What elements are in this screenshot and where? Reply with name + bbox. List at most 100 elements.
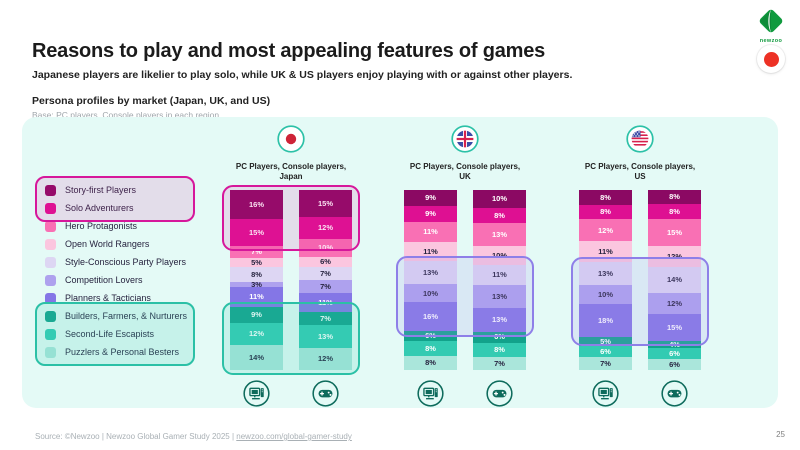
bar-segment: 11% bbox=[473, 264, 526, 285]
market-group-japan: PC Players, Console players, Japan 16% 15% 7… bbox=[206, 125, 376, 407]
bar-segment: 6% bbox=[473, 331, 526, 343]
bar-column-uk-console: 10% 8% 13% 10% 11% 13% 13% 6% 8% 7% bbox=[473, 190, 526, 370]
bar-segment: 11% bbox=[299, 292, 352, 313]
bar-segment: 13% bbox=[473, 222, 526, 247]
bar-segment: 13% bbox=[404, 261, 457, 285]
bar-segment: 7% bbox=[473, 357, 526, 370]
legend-label: Planners & Tacticians bbox=[65, 293, 151, 303]
platform-icons-us bbox=[555, 380, 725, 407]
bar-segment: 6% bbox=[404, 330, 457, 342]
japan-flag-icon bbox=[277, 125, 305, 153]
bar-segment: 18% bbox=[579, 303, 632, 337]
bar-segment: 10% bbox=[299, 238, 352, 257]
gamepad-icon bbox=[661, 380, 688, 407]
legend-item-competition-lovers: Competition Lovers bbox=[45, 271, 143, 289]
bar-segment: 6% bbox=[648, 359, 701, 370]
bar-column-uk-pc: 9% 9% 11% 11% 13% 10% 16% 6% 8% 8% bbox=[404, 190, 457, 370]
legend-item-hero-protagonists: Hero Protagonists bbox=[45, 217, 137, 235]
bar-segment: 11% bbox=[230, 287, 283, 307]
legend-item-solo-adventurers: Solo Adventurers bbox=[45, 199, 134, 217]
uk-flag-icon bbox=[451, 125, 479, 153]
legend-swatch bbox=[45, 274, 56, 286]
bar-segment: 14% bbox=[648, 267, 701, 293]
legend-label: Competition Lovers bbox=[65, 275, 143, 285]
bar-segment: 14% bbox=[230, 344, 283, 370]
bar-segment: 7% bbox=[299, 279, 352, 293]
bar-segment: 8% bbox=[404, 341, 457, 356]
platform-icons-uk bbox=[380, 380, 550, 407]
source-link[interactable]: newzoo.com/global-gamer-study bbox=[236, 432, 352, 441]
legend-label: Style-Conscious Party Players bbox=[65, 257, 187, 267]
market-group-us: PC Players, Console players, US 8% 8% 12% 11%… bbox=[555, 125, 725, 407]
legend-swatch bbox=[45, 238, 56, 250]
bar-segment: 12% bbox=[299, 348, 352, 370]
newzoo-logo: newzoo bbox=[749, 8, 793, 45]
bar-segment: 7% bbox=[299, 267, 352, 280]
gamepad-icon bbox=[312, 380, 339, 407]
bar-segment: 8% bbox=[648, 190, 701, 205]
bar-segment: 12% bbox=[299, 217, 352, 239]
desktop-icon bbox=[417, 380, 444, 407]
bar-segment: 12% bbox=[648, 245, 701, 268]
us-flag-icon bbox=[626, 125, 654, 153]
bar-segment: 8% bbox=[473, 342, 526, 358]
legend-swatch bbox=[45, 220, 56, 232]
bar-segment: 15% bbox=[230, 218, 283, 246]
legend-item-style-conscious-party-players: Style-Conscious Party Players bbox=[45, 253, 186, 271]
legend-item-second-life-escapists: Second-Life Escapists bbox=[45, 325, 154, 343]
legend-swatch bbox=[45, 328, 56, 340]
market-label-japan: PC Players, Console players, Japan bbox=[235, 162, 347, 181]
japan-region-dot-icon bbox=[763, 51, 779, 67]
bar-segment: 8% bbox=[473, 208, 526, 223]
bar-segment: 5% bbox=[230, 258, 283, 268]
bar-segment: 13% bbox=[579, 261, 632, 286]
legend-swatch bbox=[45, 310, 56, 322]
section-title: Persona profiles by market (Japan, UK, a… bbox=[32, 94, 271, 107]
legend-label: Builders, Farmers, & Nurturers bbox=[65, 311, 188, 321]
brand-name: newzoo bbox=[759, 38, 783, 44]
bar-segment: 8% bbox=[579, 190, 632, 205]
newzoo-logo-icon bbox=[757, 9, 785, 38]
legend-item-planners-tacticians: Planners & Tacticians bbox=[45, 289, 151, 307]
source-note: Source: ©Newzoo | Newzoo Global Gamer St… bbox=[35, 432, 352, 441]
bars-us: 8% 8% 12% 11% 13% 10% 18% 5% 6% 7% 8% 8% 15% 12% 14% 12… bbox=[571, 190, 709, 370]
bar-segment: 8% bbox=[579, 204, 632, 220]
market-label-us: PC Players, Console players, US bbox=[584, 162, 696, 181]
bar-segment: 15% bbox=[648, 314, 701, 342]
bars-japan: 16% 15% 7% 5% 8% 3% 11% 9% 12% 14% 15% 12% 10% 6% 7% 7%… bbox=[222, 185, 360, 375]
bar-segment: 15% bbox=[648, 218, 701, 246]
chart-panel: Story-first Players Solo Adventurers Hero … bbox=[22, 117, 778, 408]
bar-segment: 9% bbox=[404, 190, 457, 207]
legend-item-open-world-rangers: Open World Rangers bbox=[45, 235, 149, 253]
bar-segment: 11% bbox=[404, 241, 457, 262]
page-title: Reasons to play and most appealing featu… bbox=[32, 40, 546, 63]
japan-region-badge bbox=[757, 45, 785, 73]
bar-segment: 4% bbox=[648, 341, 701, 348]
legend-label: Story-first Players bbox=[65, 185, 137, 195]
bar-segment: 12% bbox=[230, 323, 283, 345]
bar-segment: 15% bbox=[299, 190, 352, 217]
gamepad-icon bbox=[486, 380, 513, 407]
bar-segment: 8% bbox=[404, 355, 457, 370]
bar-column-us-console: 8% 8% 15% 12% 14% 12% 15% 4% 6% 6% bbox=[648, 190, 701, 370]
bar-segment: 11% bbox=[579, 241, 632, 262]
bar-segment: 6% bbox=[299, 256, 352, 268]
bar-segment: 10% bbox=[473, 190, 526, 209]
legend-label: Hero Protagonists bbox=[65, 221, 138, 231]
bar-segment: 16% bbox=[230, 190, 283, 219]
bar-segment: 10% bbox=[404, 284, 457, 303]
bar-segment: 10% bbox=[579, 285, 632, 304]
bar-segment: 7% bbox=[299, 312, 352, 325]
desktop-icon bbox=[592, 380, 619, 407]
legend-swatch bbox=[45, 256, 56, 268]
legend-item-puzzlers-personal-besters: Puzzlers & Personal Besters bbox=[45, 343, 179, 361]
bar-segment: 11% bbox=[404, 222, 457, 242]
source-text: Source: ©Newzoo | Newzoo Global Gamer St… bbox=[35, 432, 237, 441]
bar-segment: 10% bbox=[473, 246, 526, 265]
legend-label: Second-Life Escapists bbox=[65, 329, 155, 339]
bar-segment: 16% bbox=[404, 302, 457, 331]
bar-column-japan-pc: 16% 15% 7% 5% 8% 3% 11% 9% 12% 14% bbox=[230, 190, 283, 370]
market-group-uk: PC Players, Console players, UK 9% 9% 11% 11%… bbox=[380, 125, 550, 407]
legend-swatch bbox=[45, 292, 56, 304]
legend-swatch bbox=[45, 202, 56, 214]
